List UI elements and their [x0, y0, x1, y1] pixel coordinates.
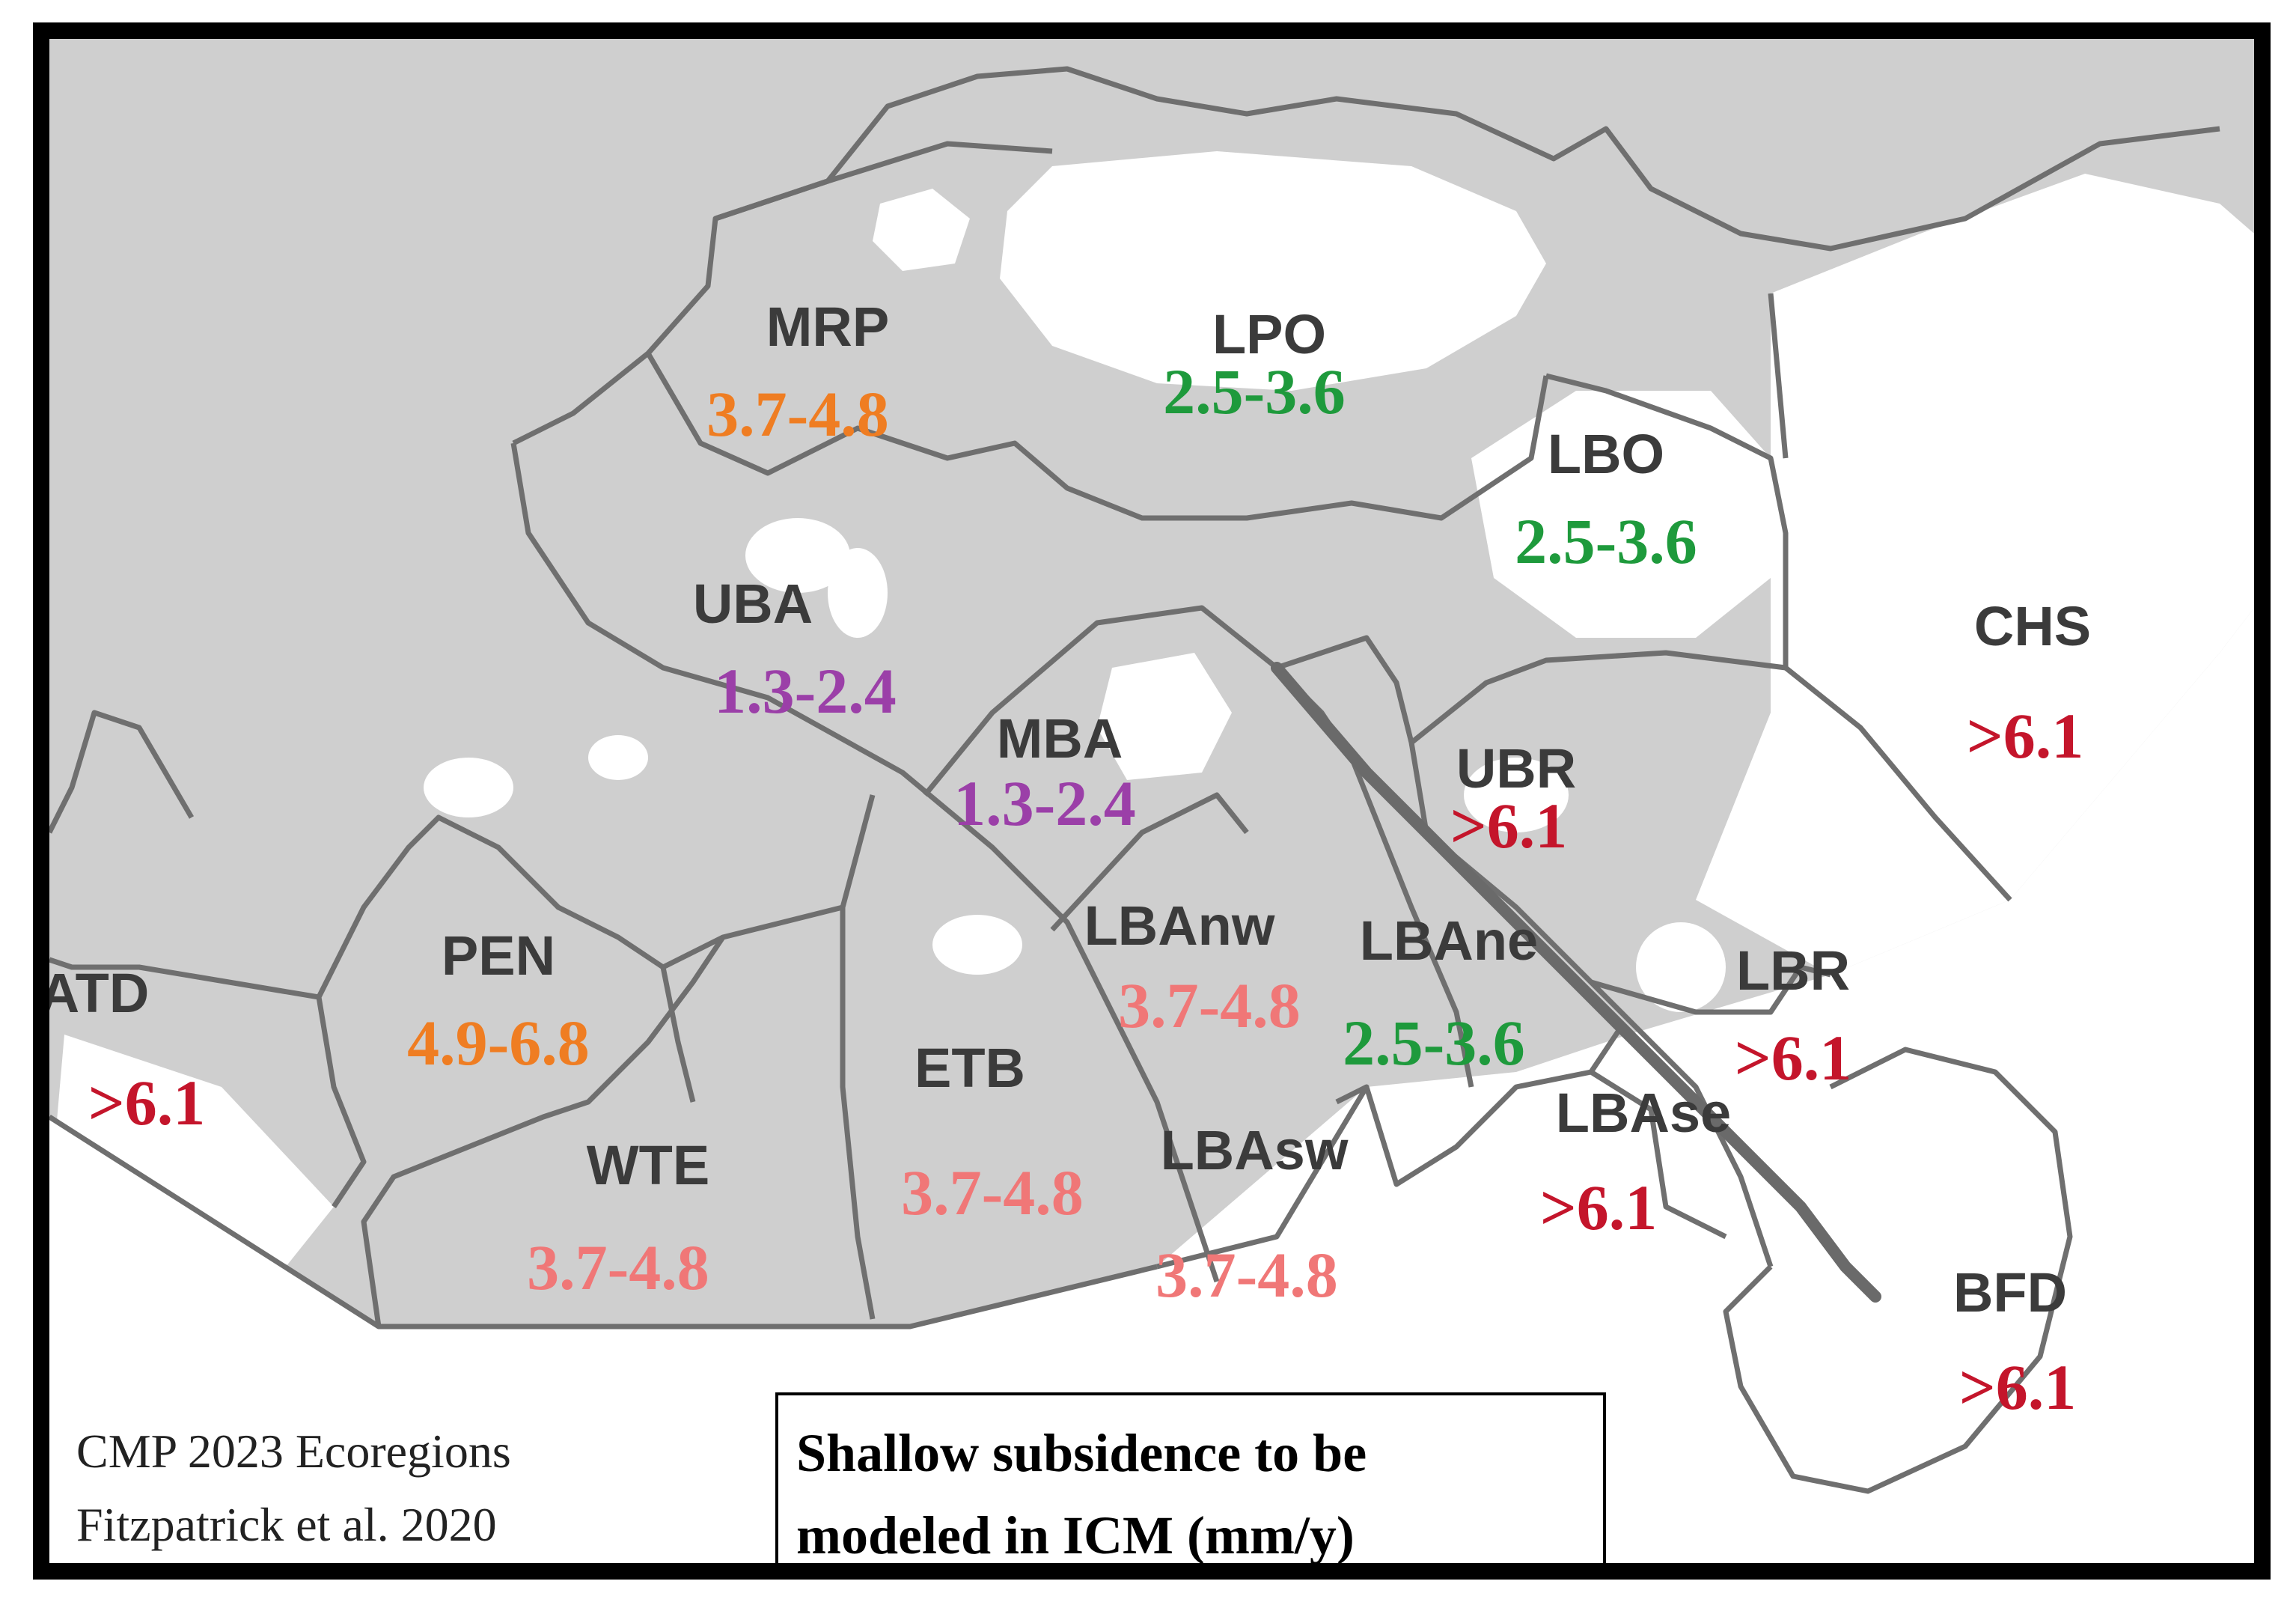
- water-atd-bay: [49, 1035, 334, 1282]
- code-ubr: UBR: [1456, 737, 1576, 800]
- code-bfd: BFD: [1953, 1261, 2067, 1324]
- ecoregion-code-labels: MRP LPO LBO UBA MBA CHS UBR PEN LBAnw LB…: [49, 296, 2091, 1324]
- legend-box: Shallow subsidence to be modeled in ICM …: [775, 1392, 1606, 1565]
- code-lbasw: LBAsw: [1161, 1119, 1349, 1181]
- code-lbane: LBAne: [1360, 910, 1538, 972]
- code-chs: CHS: [1974, 595, 2091, 657]
- value-lbr: >6.1: [1735, 1022, 1852, 1094]
- code-lbase: LBAse: [1556, 1082, 1731, 1144]
- value-lpo: 2.5-3.6: [1163, 356, 1346, 427]
- code-pen: PEN: [442, 925, 555, 987]
- code-mrp: MRP: [766, 296, 889, 358]
- value-pen: 4.9-6.8: [407, 1007, 590, 1079]
- value-lbane: 2.5-3.6: [1343, 1007, 1525, 1079]
- water-bay-lbasw: [1157, 1087, 1396, 1327]
- code-uba: UBA: [693, 573, 813, 635]
- value-uba: 1.3-2.4: [714, 655, 897, 727]
- map-credit: CMP 2023 Ecoregions Fitzpatrick et al. 2…: [76, 1415, 511, 1562]
- value-bfd: >6.1: [1959, 1351, 2077, 1423]
- marsh-ponds: [424, 518, 1726, 1012]
- code-lbo: LBO: [1548, 423, 1664, 485]
- code-wte: WTE: [587, 1134, 709, 1196]
- code-lbr: LBR: [1736, 939, 1850, 1002]
- map-frame: MRP LPO LBO UBA MBA CHS UBR PEN LBAnw LB…: [33, 22, 2271, 1580]
- value-lbase: >6.1: [1540, 1172, 1658, 1243]
- water-gulf: [49, 608, 2254, 1563]
- value-etb: 3.7-4.8: [901, 1157, 1084, 1228]
- value-atd: >6.1: [88, 1067, 206, 1139]
- code-mba: MBA: [997, 707, 1123, 770]
- credit-line-2: Fitzpatrick et al. 2020: [76, 1498, 497, 1551]
- value-lbo: 2.5-3.6: [1515, 505, 1697, 577]
- ecoregion-map: MRP LPO LBO UBA MBA CHS UBR PEN LBAnw LB…: [49, 39, 2254, 1563]
- value-lbanw: 3.7-4.8: [1118, 969, 1301, 1041]
- value-wte: 3.7-4.8: [527, 1231, 709, 1303]
- water-chandeleur-sound: [1696, 174, 2254, 975]
- ecoregion-value-labels: 3.7-4.8 2.5-3.6 2.5-3.6 1.3-2.4 1.3-2.4 …: [88, 356, 2084, 1423]
- code-lpo: LPO: [1212, 303, 1326, 365]
- value-ubr: >6.1: [1450, 790, 1568, 862]
- river-line: [1271, 662, 1881, 1303]
- value-mba: 1.3-2.4: [953, 767, 1136, 839]
- credit-line-1: CMP 2023 Ecoregions: [76, 1425, 511, 1478]
- value-chs: >6.1: [1967, 700, 2084, 772]
- water-lake-maurepas: [873, 189, 970, 271]
- water-lake-salvador: [1097, 653, 1232, 780]
- code-lbanw: LBAnw: [1084, 895, 1275, 957]
- code-atd: ATD: [49, 962, 149, 1024]
- water-lake-pontchartrain: [1000, 151, 1546, 391]
- legend-line-2: modeled in ICM (mm/y): [796, 1505, 1355, 1565]
- value-mrp: 3.7-4.8: [706, 378, 889, 450]
- legend-line-1: Shallow subsidence to be: [796, 1423, 1367, 1483]
- code-etb: ETB: [915, 1037, 1025, 1099]
- value-lbasw: 3.7-4.8: [1155, 1239, 1338, 1311]
- water-lake-borgne: [1471, 391, 1771, 638]
